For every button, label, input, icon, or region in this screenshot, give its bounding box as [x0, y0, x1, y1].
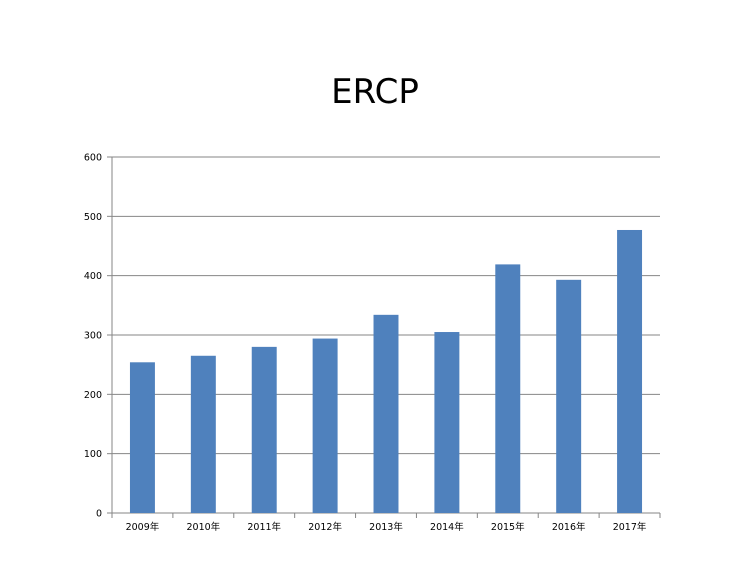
bar — [495, 264, 521, 513]
bar — [617, 229, 643, 514]
y-tick-label: 600 — [84, 153, 102, 164]
bar — [373, 314, 399, 513]
bar — [556, 279, 582, 513]
x-tick-label: 2011年 — [247, 521, 281, 533]
x-tick-label: 2016年 — [552, 521, 586, 533]
x-tick-label: 2015年 — [491, 521, 525, 533]
chart-title: ERCP — [331, 72, 419, 112]
x-tick-label: 2010年 — [186, 521, 220, 533]
bar — [129, 362, 155, 513]
y-tick-label: 200 — [84, 390, 102, 401]
y-tick-label: 400 — [84, 271, 102, 282]
x-tick-label: 2013年 — [369, 521, 403, 533]
x-tick-label: 2017年 — [613, 521, 647, 533]
y-tick-label: 100 — [84, 449, 102, 460]
y-tick-label: 300 — [84, 331, 102, 342]
x-tick-label: 2014年 — [430, 521, 464, 533]
bar — [190, 355, 216, 513]
y-tick-label: 500 — [84, 212, 102, 223]
bar — [434, 332, 460, 513]
y-tick-label: 0 — [96, 509, 102, 520]
bar — [312, 338, 338, 513]
x-tick-label: 2009年 — [126, 521, 160, 533]
bar — [251, 346, 277, 513]
x-tick-label: 2012年 — [308, 521, 342, 533]
